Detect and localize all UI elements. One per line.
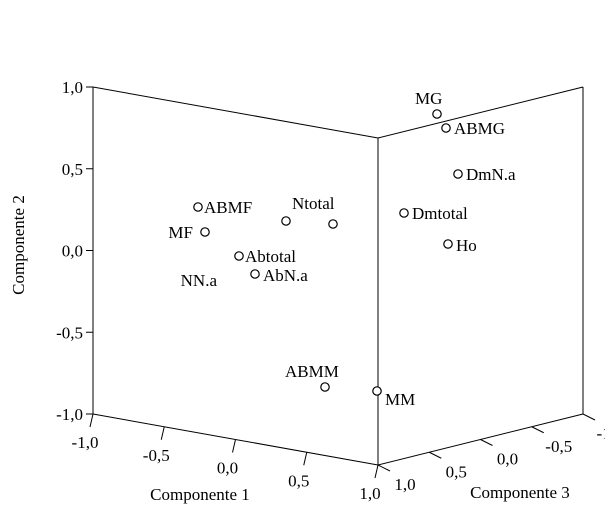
point-label: Dmtotal — [412, 204, 468, 223]
point-label: MG — [415, 89, 442, 108]
z-tick — [531, 426, 544, 434]
z-tick-label: 0,5 — [446, 462, 467, 481]
z-tick — [377, 464, 391, 472]
point-label: DmN.a — [466, 165, 516, 184]
point-marker — [443, 239, 453, 249]
point-label: Ho — [456, 236, 477, 255]
y-axis-title: Componente 2 — [9, 195, 28, 295]
y-tick-label: 0,0 — [62, 242, 83, 261]
point-marker — [250, 269, 260, 279]
z-tick — [582, 413, 596, 421]
point-label: NN.a — [181, 271, 218, 290]
point-marker — [193, 202, 203, 212]
point-marker — [432, 109, 442, 119]
point-label: Abtotal — [245, 247, 296, 266]
point-marker — [328, 219, 338, 229]
z-tick-label: -0,5 — [545, 437, 572, 456]
point-label: ABMG — [454, 119, 505, 138]
z-tick-label: -1,0 — [597, 424, 605, 443]
y-tick-label: -1,0 — [56, 405, 83, 424]
point-marker — [320, 382, 330, 392]
top-left-edge — [92, 86, 379, 139]
x-tick — [303, 452, 308, 466]
point-marker — [281, 216, 291, 226]
x-axis-title: Componente 1 — [150, 485, 250, 504]
x-tick-label: 0,5 — [288, 471, 309, 490]
point-label: ABMF — [204, 198, 252, 217]
x-tick-label: -1,0 — [72, 433, 99, 452]
point-label: MF — [168, 223, 193, 242]
point-marker — [372, 386, 382, 396]
x-tick — [89, 413, 94, 428]
x-tick — [374, 464, 379, 479]
point-marker — [200, 227, 210, 237]
point-marker — [399, 208, 409, 218]
y-tick-label: 0,5 — [62, 160, 83, 179]
z-tick-label: 0,0 — [497, 450, 518, 469]
chart-frame — [92, 86, 584, 466]
x-tick-label: 1,0 — [359, 484, 380, 503]
axis-ticks: -1,0 -0,5 0,0 0,5 1,0 -1,0 -0,5 0,0 0,5 1,0 1,0 0,5… — [56, 78, 605, 503]
z-axis-title: Componente 3 — [470, 483, 570, 502]
x-tick-label: 0,0 — [217, 459, 238, 478]
point-label: ABMM — [285, 362, 339, 381]
point-marker — [453, 169, 463, 179]
point-marker — [234, 251, 244, 261]
x-tick — [232, 439, 236, 453]
point-label: AbN.a — [263, 266, 308, 285]
y-tick-label: -0,5 — [56, 323, 83, 342]
z-tick — [429, 451, 442, 459]
top-right-edge — [377, 86, 584, 139]
point-label: Ntotal — [292, 194, 335, 213]
z-tick-label: 1,0 — [394, 475, 415, 494]
point-marker — [441, 123, 451, 133]
data-points: MG ABMG DmN.a Dmtotal Ho Ntotal ABMF MF Abtotal N… — [168, 89, 516, 409]
x-tick-label: -0,5 — [143, 446, 170, 465]
x-tick — [160, 426, 165, 440]
z-tick — [480, 439, 493, 446]
y-tick-label: 1,0 — [62, 78, 83, 97]
point-label: MM — [385, 390, 415, 409]
